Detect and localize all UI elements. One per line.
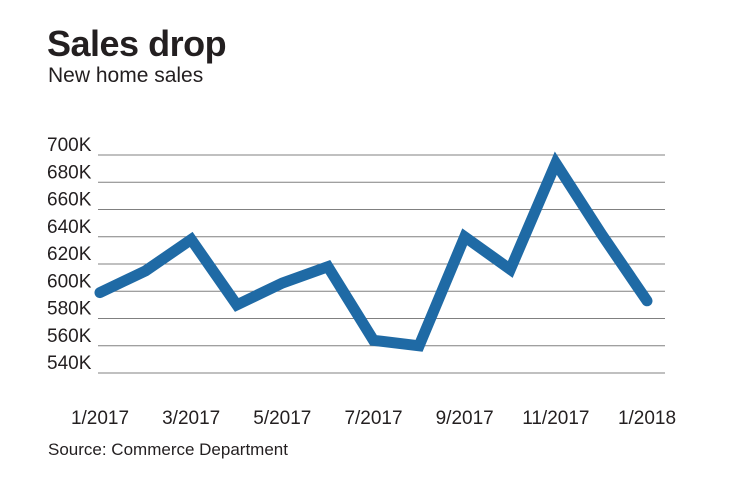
x-tick-label: 11/2017 — [522, 408, 589, 429]
x-tick-label: 1/2017 — [71, 408, 129, 429]
y-tick-label: 640K — [47, 217, 92, 238]
series-line — [94, 151, 653, 352]
y-tick-label: 600K — [47, 271, 92, 292]
y-tick-label: 700K — [47, 135, 92, 156]
x-tick-label: 7/2017 — [344, 408, 402, 429]
x-tick-label: 3/2017 — [162, 408, 220, 429]
x-axis-labels: 1/2017 3/2017 5/2017 7/2017 9/2017 11/2017 1/2… — [71, 408, 676, 429]
source-note: Source: Commerce Department — [48, 440, 288, 459]
y-tick-label: 560K — [47, 326, 92, 347]
y-tick-label: 580K — [47, 299, 92, 320]
x-tick-label: 5/2017 — [253, 408, 311, 429]
y-tick-label: 620K — [47, 244, 92, 265]
chart-title: Sales drop — [47, 23, 227, 64]
y-axis-labels: 540K 560K 580K 600K 620K 640K 660K 680K 700K — [47, 135, 92, 374]
x-tick-label: 9/2017 — [436, 408, 494, 429]
x-tick-label: 1/2018 — [618, 408, 676, 429]
y-tick-label: 660K — [47, 190, 92, 211]
y-tick-label: 540K — [47, 353, 92, 374]
chart-subtitle: New home sales — [48, 64, 204, 87]
y-tick-label: 680K — [47, 162, 92, 183]
series-group — [94, 151, 653, 352]
